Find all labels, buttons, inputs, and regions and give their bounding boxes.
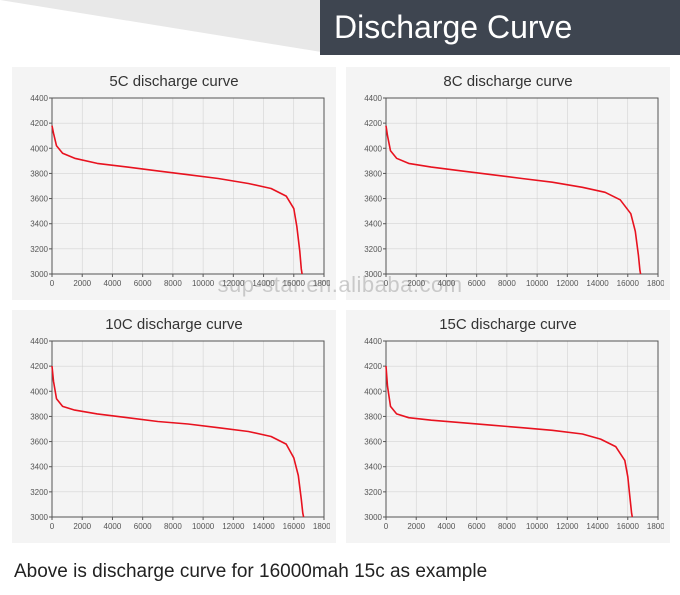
svg-text:3400: 3400	[30, 220, 48, 229]
svg-text:8000: 8000	[164, 522, 182, 531]
svg-text:4000: 4000	[104, 279, 122, 288]
header-bar: Discharge Curve	[0, 0, 680, 55]
svg-text:12000: 12000	[556, 522, 579, 531]
svg-text:10000: 10000	[526, 522, 549, 531]
svg-text:14000: 14000	[252, 279, 275, 288]
svg-text:3600: 3600	[30, 438, 48, 447]
panel-10c: 10C discharge curve 3000 3200 3400 3600 3800…	[12, 310, 336, 543]
panel-title-15c: 15C discharge curve	[352, 316, 664, 333]
header-title: Discharge Curve	[320, 0, 680, 55]
svg-text:12000: 12000	[222, 522, 245, 531]
svg-text:10000: 10000	[192, 279, 215, 288]
svg-text:3800: 3800	[364, 169, 382, 178]
svg-text:3200: 3200	[30, 245, 48, 254]
svg-text:3200: 3200	[364, 245, 382, 254]
svg-text:4200: 4200	[364, 362, 382, 371]
svg-text:4000: 4000	[364, 144, 382, 153]
svg-text:18000: 18000	[313, 522, 330, 531]
svg-text:3800: 3800	[364, 412, 382, 421]
svg-text:2000: 2000	[407, 522, 425, 531]
svg-text:8000: 8000	[164, 279, 182, 288]
svg-text:18000: 18000	[647, 522, 664, 531]
svg-text:0: 0	[384, 279, 389, 288]
svg-text:6000: 6000	[468, 522, 486, 531]
svg-text:16000: 16000	[617, 279, 640, 288]
svg-text:4000: 4000	[438, 522, 456, 531]
svg-text:2000: 2000	[73, 279, 91, 288]
svg-text:4000: 4000	[364, 387, 382, 396]
svg-text:4200: 4200	[30, 362, 48, 371]
svg-text:8000: 8000	[498, 522, 516, 531]
svg-text:6000: 6000	[134, 522, 152, 531]
svg-text:4400: 4400	[364, 94, 382, 103]
svg-text:3800: 3800	[30, 169, 48, 178]
svg-text:18000: 18000	[647, 279, 664, 288]
svg-text:16000: 16000	[283, 279, 306, 288]
panel-title-8c: 8C discharge curve	[352, 73, 664, 90]
panel-title-10c: 10C discharge curve	[18, 316, 330, 333]
svg-text:2000: 2000	[73, 522, 91, 531]
panel-8c: 8C discharge curve 3000 3200 3400 3600 3800 4…	[346, 67, 670, 300]
svg-text:3200: 3200	[364, 488, 382, 497]
chart-5c: 3000 3200 3400 3600 3800 4000 4200 4400 0 2000 400…	[18, 92, 330, 292]
chart-10c: 3000 3200 3400 3600 3800 4000 4200 4400 0 2000 400…	[18, 335, 330, 535]
svg-text:18000: 18000	[313, 279, 330, 288]
svg-text:3000: 3000	[30, 513, 48, 522]
header-triangle	[0, 0, 340, 55]
svg-text:12000: 12000	[222, 279, 245, 288]
svg-text:3000: 3000	[364, 270, 382, 279]
svg-text:3600: 3600	[364, 195, 382, 204]
svg-text:3600: 3600	[364, 438, 382, 447]
panel-title-5c: 5C discharge curve	[18, 73, 330, 90]
svg-text:14000: 14000	[586, 279, 609, 288]
svg-text:12000: 12000	[556, 279, 579, 288]
svg-text:4000: 4000	[30, 144, 48, 153]
svg-text:3000: 3000	[364, 513, 382, 522]
svg-text:6000: 6000	[468, 279, 486, 288]
svg-text:2000: 2000	[407, 279, 425, 288]
caption-text: Above is discharge curve for 16000mah 15…	[0, 555, 680, 591]
svg-text:4400: 4400	[30, 94, 48, 103]
chart-8c: 3000 3200 3400 3600 3800 4000 4200 4400 0 2000 400…	[352, 92, 664, 292]
panel-15c: 15C discharge curve 3000 3200 3400 3600 3800…	[346, 310, 670, 543]
svg-text:4000: 4000	[438, 279, 456, 288]
svg-text:16000: 16000	[283, 522, 306, 531]
svg-text:0: 0	[50, 279, 55, 288]
svg-text:4000: 4000	[104, 522, 122, 531]
svg-text:8000: 8000	[498, 279, 516, 288]
svg-text:3000: 3000	[30, 270, 48, 279]
svg-text:3400: 3400	[364, 220, 382, 229]
svg-text:4200: 4200	[364, 119, 382, 128]
chart-15c: 3000 3200 3400 3600 3800 4000 4200 4400 0 2000 400…	[352, 335, 664, 535]
svg-text:3400: 3400	[364, 463, 382, 472]
svg-text:14000: 14000	[252, 522, 275, 531]
svg-text:10000: 10000	[192, 522, 215, 531]
svg-text:16000: 16000	[617, 522, 640, 531]
svg-text:4400: 4400	[30, 337, 48, 346]
svg-text:10000: 10000	[526, 279, 549, 288]
svg-text:14000: 14000	[586, 522, 609, 531]
chart-grid: 5C discharge curve 3000 3200 3400 3600 3800 4…	[0, 55, 680, 555]
svg-text:4000: 4000	[30, 387, 48, 396]
svg-text:3400: 3400	[30, 463, 48, 472]
svg-text:0: 0	[384, 522, 389, 531]
panel-5c: 5C discharge curve 3000 3200 3400 3600 3800 4…	[12, 67, 336, 300]
svg-text:3800: 3800	[30, 412, 48, 421]
svg-text:3200: 3200	[30, 488, 48, 497]
svg-text:4200: 4200	[30, 119, 48, 128]
svg-text:3600: 3600	[30, 195, 48, 204]
svg-text:4400: 4400	[364, 337, 382, 346]
svg-text:6000: 6000	[134, 279, 152, 288]
svg-text:0: 0	[50, 522, 55, 531]
